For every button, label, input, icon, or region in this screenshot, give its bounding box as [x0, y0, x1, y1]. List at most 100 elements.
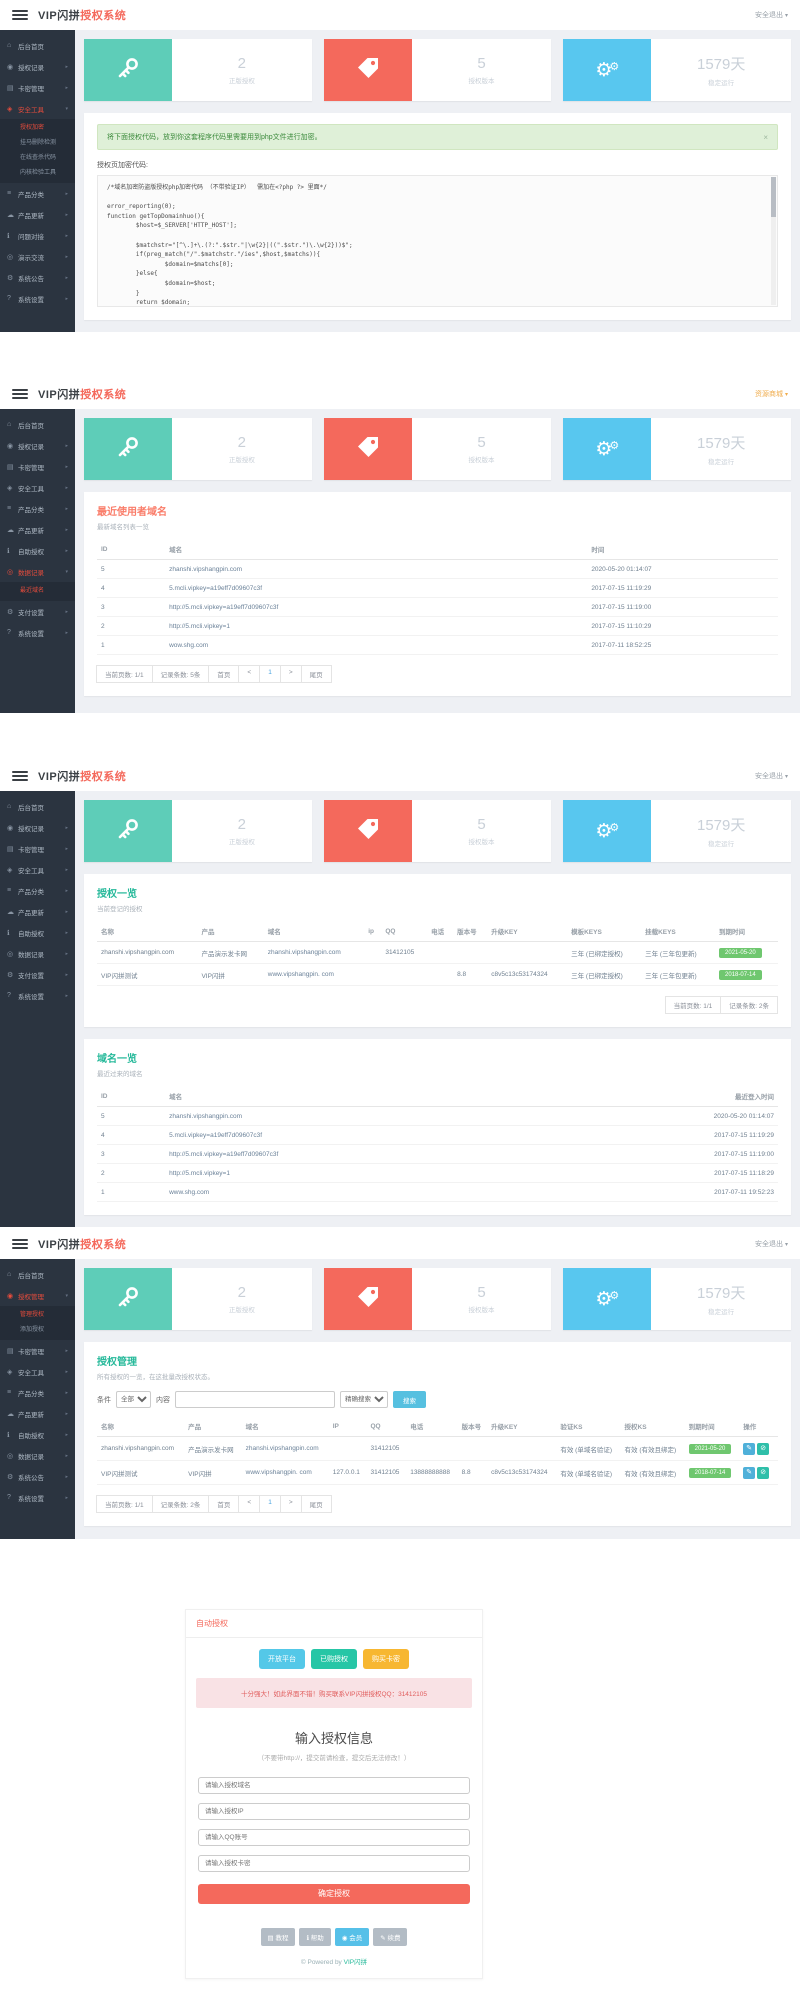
page-cell-0[interactable]: 当前页数: 1/1 — [664, 996, 722, 1014]
page-cell-1[interactable]: 记录条数: 5条 — [151, 665, 210, 683]
header-user-menu[interactable]: 安全退出 ▾ — [755, 10, 788, 20]
sidebar-item-5[interactable]: ☁ 产品更新 ▸ — [0, 901, 75, 922]
sidebar-item-4[interactable]: ≡ 产品分类 ▸ — [0, 1382, 75, 1403]
sidebar-item-1[interactable]: ◉ 授权记录 ▸ — [0, 817, 75, 838]
top-button-2[interactable]: 购买卡密 — [363, 1649, 409, 1669]
tutorial-button[interactable]: ▤ 教程 — [260, 1928, 296, 1946]
sidebar-item-0[interactable]: ⌂ 后台首页 — [0, 1264, 75, 1285]
sidebar-item-5[interactable]: ☁ 产品更新 ▸ — [0, 519, 75, 540]
sidebar-item-2[interactable]: ▤ 卡密管理 ▸ — [0, 838, 75, 859]
hamburger-icon[interactable] — [12, 1237, 28, 1251]
sidebar-item-3[interactable]: ◈ 安全工具 ▾ — [0, 98, 75, 119]
sidebar-item-3[interactable]: ◈ 安全工具 ▸ — [0, 1361, 75, 1382]
php-code-block[interactable]: /*域名加密防盗版授权php加密代码 （不带验证IP） 需加在<?php ?> … — [97, 175, 778, 307]
sidebar-item-6[interactable]: ℹ 自助授权 ▸ — [0, 922, 75, 943]
search-content-input[interactable] — [175, 1391, 335, 1408]
sidebar-item-3[interactable]: ◈ 安全工具 ▸ — [0, 859, 75, 880]
hamburger-icon[interactable] — [12, 769, 28, 783]
sidebar-item-8[interactable]: ⚙ 系统公告 ▸ — [0, 267, 75, 288]
page-cell-0[interactable]: 当前页数: 1/1 — [96, 1495, 153, 1513]
sidebar-item-0[interactable]: ⌂ 后台首页 — [0, 796, 75, 817]
page-cell-4[interactable]: 1 — [259, 665, 281, 683]
sidebar-item-2[interactable]: ▤ 卡密管理 ▸ — [0, 77, 75, 98]
page-cell-2[interactable]: 首页 — [208, 1495, 240, 1513]
sidebar-item-2[interactable]: ▤ 卡密管理 ▸ — [0, 1340, 75, 1361]
page-cell-6[interactable]: 尾页 — [300, 665, 332, 683]
sidebar-item-0[interactable]: ⌂ 后台首页 — [0, 35, 75, 56]
top-button-0[interactable]: 开放平台 — [259, 1649, 305, 1669]
close-icon[interactable]: × — [763, 132, 768, 142]
stat-label: 正版授权 — [228, 1307, 255, 1314]
sidebar-subitem-7-0[interactable]: 最近域名 — [20, 588, 45, 594]
header-user-menu[interactable]: 资源商城 ▾ — [755, 389, 788, 399]
help-button[interactable]: ℹ 帮助 — [299, 1928, 331, 1946]
search-mode-select[interactable]: 精确搜索 — [340, 1391, 388, 1408]
hamburger-icon[interactable] — [12, 387, 28, 401]
header-user-menu[interactable]: 安全退出 ▾ — [755, 771, 788, 781]
page-cell-3[interactable]: < — [238, 1495, 261, 1513]
sidebar-item-7[interactable]: ◎ 数据记录 ▸ — [0, 943, 75, 964]
sidebar-item-5[interactable]: ☁ 产品更新 ▸ — [0, 204, 75, 225]
sidebar-subitem-3-0[interactable]: 授权加密 — [20, 125, 45, 131]
sidebar-item-7[interactable]: ◎ 数据记录 ▾ — [0, 561, 75, 582]
page-cell-1[interactable]: 记录条数: 2条 — [720, 996, 778, 1014]
scrollbar-thumb[interactable] — [771, 177, 776, 217]
sidebar-item-6[interactable]: ℹ 自助授权 ▸ — [0, 1424, 75, 1445]
sidebar-item-7[interactable]: ◎ 数据记录 ▸ — [0, 1445, 75, 1466]
page-cell-3[interactable]: < — [238, 665, 261, 683]
auth-card-input[interactable] — [198, 1855, 470, 1872]
sidebar-item-5[interactable]: ☁ 产品更新 ▸ — [0, 1403, 75, 1424]
sidebar-item-9[interactable]: ? 系统设置 ▸ — [0, 288, 75, 309]
sidebar-subitem-3-3[interactable]: 内核检验工具 — [20, 170, 57, 176]
edit-button[interactable]: ✎ — [743, 1442, 756, 1455]
sidebar-item-6[interactable]: ℹ 问题对接 ▸ — [0, 225, 75, 246]
copyright-text: © Powered by — [300, 1959, 344, 1966]
sidebar-item-2[interactable]: ▤ 卡密管理 ▸ — [0, 456, 75, 477]
sidebar-item-9[interactable]: ? 系统设置 ▸ — [0, 1487, 75, 1508]
page-cell-0[interactable]: 当前页数: 1/1 — [96, 665, 153, 683]
sidebar-subitem-3-2[interactable]: 在线查杀代码 — [20, 155, 57, 161]
qq-account-input[interactable] — [198, 1829, 470, 1846]
sidebar-item-1[interactable]: ◉ 授权记录 ▸ — [0, 56, 75, 77]
sidebar-item-6[interactable]: ℹ 自助授权 ▸ — [0, 540, 75, 561]
page-cell-1[interactable]: 记录条数: 2条 — [151, 1495, 210, 1513]
delete-button[interactable]: ⊘ — [757, 1466, 770, 1479]
table-header-cell: 版本号 — [457, 1416, 488, 1437]
page-cell-5[interactable]: > — [279, 1495, 302, 1513]
sidebar-item-7[interactable]: ◎ 演示交流 ▸ — [0, 246, 75, 267]
member-button[interactable]: ◉ 会员 — [334, 1928, 370, 1946]
sidebar-item-0[interactable]: ⌂ 后台首页 — [0, 414, 75, 435]
sidebar-item-3[interactable]: ◈ 安全工具 ▸ — [0, 477, 75, 498]
sidebar-subitem-1-1[interactable]: 添加授权 — [20, 1327, 45, 1333]
auth-domain-input[interactable] — [198, 1777, 470, 1794]
sidebar-item-4[interactable]: ≡ 产品分类 ▸ — [0, 880, 75, 901]
scrollbar-track[interactable] — [771, 177, 776, 305]
header-user-menu[interactable]: 安全退出 ▾ — [755, 1239, 788, 1249]
sidebar-subitem-3-1[interactable]: 挂马删除检测 — [20, 140, 57, 146]
condition-select[interactable]: 全部 — [116, 1391, 151, 1408]
sidebar-item-9[interactable]: ? 系统设置 ▸ — [0, 985, 75, 1006]
sidebar-subitem-1-0[interactable]: 管理授权 — [20, 1312, 45, 1318]
table-header-cell: 验证KS — [556, 1416, 621, 1437]
search-button[interactable]: 搜索 — [393, 1391, 426, 1408]
page-cell-2[interactable]: 首页 — [208, 665, 240, 683]
confirm-auth-button[interactable]: 确定授权 — [198, 1884, 470, 1904]
renew-button[interactable]: ✎ 续费 — [373, 1928, 408, 1946]
delete-button[interactable]: ⊘ — [757, 1442, 770, 1455]
top-button-1[interactable]: 已购授权 — [311, 1649, 357, 1669]
auth-ip-input[interactable] — [198, 1803, 470, 1820]
sidebar-item-4[interactable]: ≡ 产品分类 ▸ — [0, 498, 75, 519]
edit-button[interactable]: ✎ — [743, 1466, 756, 1479]
sidebar-item-8[interactable]: ⚙ 支付设置 ▸ — [0, 601, 75, 622]
sidebar-item-4[interactable]: ≡ 产品分类 ▸ — [0, 183, 75, 204]
sidebar-item-1[interactable]: ◉ 授权管理 ▾ — [0, 1285, 75, 1306]
sidebar-item-1[interactable]: ◉ 授权记录 ▸ — [0, 435, 75, 456]
page-cell-4[interactable]: 1 — [259, 1495, 281, 1513]
page-cell-5[interactable]: > — [279, 665, 302, 683]
table-cell: zhanshi.vipshangpin.com — [165, 1106, 588, 1126]
sidebar-item-8[interactable]: ⚙ 系统公告 ▸ — [0, 1466, 75, 1487]
page-cell-6[interactable]: 尾页 — [300, 1495, 332, 1513]
sidebar-item-8[interactable]: ⚙ 支付设置 ▸ — [0, 964, 75, 985]
sidebar-item-9[interactable]: ? 系统设置 ▸ — [0, 622, 75, 643]
hamburger-icon[interactable] — [12, 8, 28, 22]
